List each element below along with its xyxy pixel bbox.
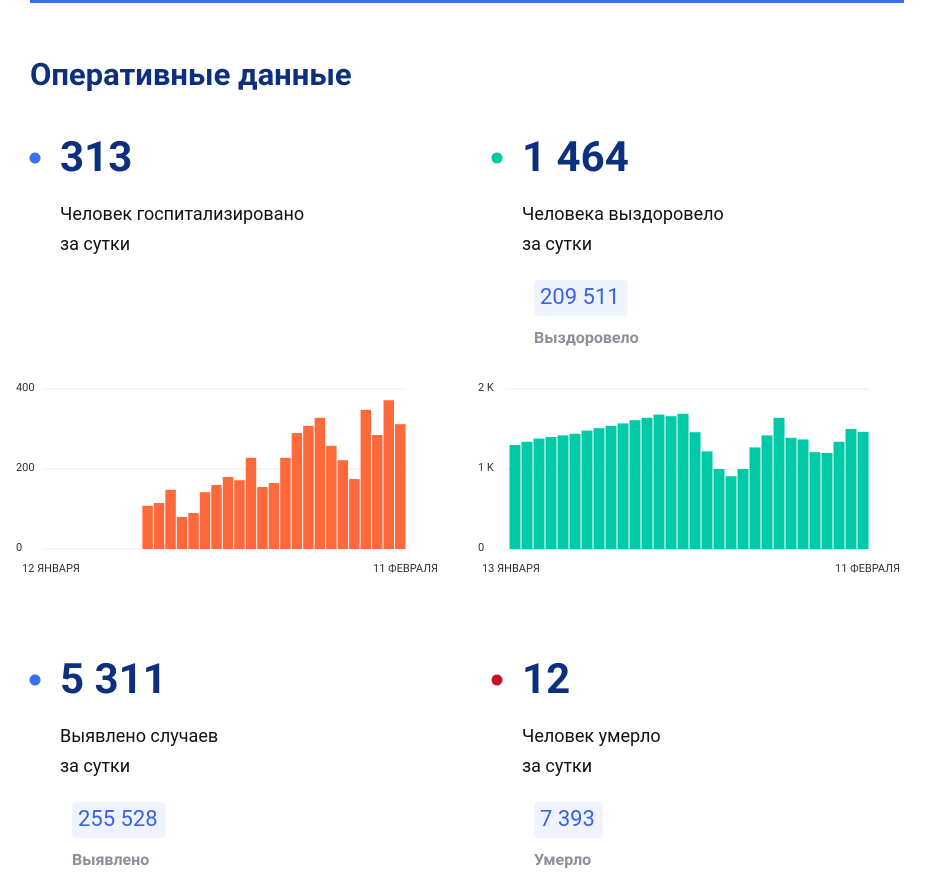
bar [509,445,521,549]
bar [809,452,821,549]
bar [234,480,245,549]
x-tick-label: 11 ФЕВРАЛЯ [373,562,438,575]
stat-dot [29,152,41,164]
y-tick-label: 400 [16,381,35,394]
bar [211,485,222,549]
bar [629,420,641,549]
x-tick-label: 12 ЯНВАРЯ [22,562,80,575]
stat-value: 12 [522,655,570,704]
bar [785,437,797,549]
stat-value: 1 464 [522,133,629,182]
stat-value: 5 311 [60,655,167,704]
bar [199,492,211,549]
y-tick-label: 0 [478,541,484,554]
bar [653,414,665,549]
bar [383,400,395,549]
bar [689,432,701,549]
bar [337,460,349,549]
bar [557,435,569,549]
total-value: 255 528 [78,807,158,832]
stat-label: Выявлено случаев [60,726,218,747]
bar [153,503,165,549]
bar [641,417,653,549]
bar [176,517,188,549]
stat-label: за сутки [60,756,130,777]
stat-label: за сутки [60,234,130,255]
bar [291,433,303,549]
bar [665,416,677,549]
bar [533,438,545,549]
stat-label: за сутки [522,234,592,255]
stat-value: 313 [60,133,132,182]
bar [581,430,593,549]
bar [761,435,773,549]
bar [725,476,737,549]
bar [222,477,234,549]
bar [372,435,383,549]
total-badge [72,802,166,838]
bar [303,425,314,549]
bar [165,489,176,549]
bar [268,483,280,549]
bar [569,433,581,549]
total-badge [534,280,628,316]
bar [605,425,617,549]
bar [521,441,533,549]
bar [833,441,845,549]
bar [280,457,291,549]
stat-dot [29,674,41,686]
total-label: Выявлено [72,850,149,869]
y-tick-label: 0 [16,541,22,554]
bar [749,447,761,549]
stat-label: Человек умерло [522,726,661,747]
total-value: 209 511 [540,285,620,310]
top-rule [30,0,904,3]
x-tick-label: 13 ЯНВАРЯ [482,562,540,575]
bar [395,424,406,549]
bar [773,417,785,549]
y-tick-label: 1 K [478,461,494,474]
bar [845,429,857,549]
stat-label: Человека выздоровело [522,204,724,225]
total-value: 7 393 [540,807,595,832]
total-badge [534,802,603,838]
bar [593,428,605,549]
total-label: Умерло [534,850,591,869]
bar [713,469,725,549]
bar [326,445,337,549]
stat-dot [491,152,503,164]
y-tick-label: 2 K [478,381,494,394]
bar [737,469,749,549]
x-tick-label: 11 ФЕВРАЛЯ [835,562,900,575]
bar [545,437,557,549]
bar [857,431,869,549]
bar [188,513,199,549]
bar [797,439,809,549]
bar [677,413,689,549]
page-title: Оперативные данные [30,56,352,93]
bar [701,451,713,549]
total-label: Выздоровело [534,328,639,347]
bar [617,423,629,549]
bar [821,453,833,549]
y-tick-label: 200 [16,461,35,474]
bar [245,457,257,549]
bar [257,487,268,549]
stat-dot [491,674,503,686]
bar [349,479,360,549]
bar [142,505,153,549]
bar [314,417,326,549]
stat-label: за сутки [522,756,592,777]
stat-label: Человек госпитализировано [60,204,304,225]
bar [360,409,372,549]
